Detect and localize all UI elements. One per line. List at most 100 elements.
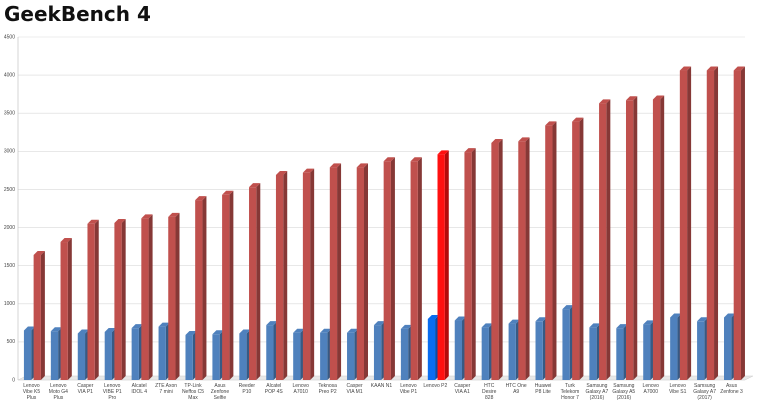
y-tick-label: 1500 bbox=[4, 263, 15, 269]
bar bbox=[168, 216, 176, 380]
bar bbox=[33, 254, 41, 380]
x-tick-label: Lenovo Vibe S1 bbox=[668, 383, 687, 395]
bar bbox=[464, 152, 472, 380]
bar bbox=[302, 172, 311, 380]
bar-side bbox=[229, 190, 234, 380]
y-tick-label: 0 bbox=[12, 377, 15, 383]
bar bbox=[383, 161, 391, 380]
bar-side bbox=[67, 238, 72, 380]
x-tick-label: Casper VIA P1 bbox=[77, 383, 94, 395]
bar-top bbox=[23, 326, 36, 331]
x-tick-label: Reeder P10 bbox=[238, 383, 256, 395]
bar bbox=[329, 167, 338, 380]
bar-top bbox=[697, 317, 709, 322]
bar-top bbox=[195, 196, 207, 201]
bar-side bbox=[687, 66, 692, 380]
bar-top bbox=[670, 313, 682, 318]
bar bbox=[616, 328, 624, 380]
bar-top bbox=[491, 138, 503, 143]
bar-top bbox=[535, 317, 547, 322]
bar bbox=[239, 333, 247, 380]
bar-top bbox=[168, 212, 180, 217]
bar-side bbox=[40, 250, 45, 380]
bar bbox=[733, 70, 741, 380]
bar-top bbox=[572, 117, 584, 122]
bar-side bbox=[417, 157, 422, 380]
bar bbox=[427, 319, 436, 380]
bar-top bbox=[733, 66, 745, 71]
x-tick-label: Lenovo Vibe P1 bbox=[399, 383, 418, 395]
bar-top bbox=[400, 324, 413, 329]
bar-side bbox=[714, 66, 719, 380]
bar bbox=[158, 326, 166, 380]
bar-side bbox=[525, 137, 530, 380]
bar bbox=[222, 194, 230, 380]
x-tick-label: Lenovo VIBE P1 Pro bbox=[102, 383, 122, 401]
bar-top bbox=[50, 327, 63, 332]
bar-top bbox=[706, 66, 719, 71]
bar bbox=[60, 242, 68, 380]
bar-top bbox=[60, 238, 72, 243]
bar bbox=[266, 325, 274, 380]
x-tick-label: Turk Telekom Honor 7 bbox=[560, 383, 580, 401]
y-tick-label: 4000 bbox=[4, 72, 15, 78]
y-tick-label: 3500 bbox=[4, 111, 15, 117]
bar-top bbox=[356, 163, 368, 168]
bar-top bbox=[77, 329, 90, 334]
bar bbox=[50, 331, 59, 380]
bar-top bbox=[141, 214, 153, 219]
bar-side bbox=[633, 96, 638, 381]
bar-top bbox=[625, 96, 638, 101]
x-tick-label: Samsung Galaxy A7 (2016) bbox=[585, 383, 609, 401]
bar-top bbox=[616, 324, 628, 329]
bar bbox=[141, 218, 149, 380]
chart-title: GeekBench 4 bbox=[4, 2, 151, 26]
bar-top bbox=[293, 328, 305, 333]
bar bbox=[481, 327, 489, 380]
bar-top bbox=[643, 320, 655, 325]
bar-top bbox=[427, 315, 440, 320]
bar-side bbox=[337, 163, 342, 380]
x-tick-label: Lenovo P2 bbox=[423, 383, 448, 389]
bar bbox=[545, 125, 553, 380]
bar-side bbox=[390, 157, 395, 380]
bar bbox=[77, 333, 86, 380]
x-tick-label: Samsung Galaxy A5 (2016) bbox=[612, 383, 636, 401]
bar bbox=[625, 100, 634, 381]
bar-top bbox=[562, 305, 574, 310]
bar bbox=[508, 323, 516, 380]
y-tick-label: 2500 bbox=[4, 187, 15, 193]
bar-top bbox=[518, 137, 530, 142]
bar bbox=[706, 70, 715, 380]
bar-top bbox=[185, 331, 197, 336]
bar-top bbox=[114, 218, 126, 223]
x-tick-label: Lenovo A7000 bbox=[642, 383, 659, 395]
bar bbox=[185, 335, 193, 380]
bar-top bbox=[249, 183, 261, 188]
bar bbox=[293, 332, 301, 380]
bar bbox=[491, 142, 499, 380]
x-tick-label: Teknosa Preo P2 bbox=[318, 383, 337, 395]
bar bbox=[572, 121, 580, 381]
bar-side bbox=[283, 170, 288, 380]
bar bbox=[670, 317, 678, 380]
bar-top bbox=[652, 95, 665, 100]
bar-side bbox=[363, 163, 368, 380]
bar-top bbox=[383, 157, 395, 162]
bar-side bbox=[498, 138, 503, 380]
bar bbox=[87, 223, 95, 380]
bar-top bbox=[545, 121, 557, 126]
bar-top bbox=[239, 329, 251, 334]
bar bbox=[347, 332, 355, 380]
bar-top bbox=[410, 157, 422, 162]
x-tick-label: Alcatel IDOL 4 bbox=[131, 383, 147, 395]
bar-top bbox=[329, 163, 342, 168]
bar bbox=[320, 332, 328, 380]
bar-top bbox=[104, 327, 116, 332]
bar bbox=[723, 317, 732, 380]
bar bbox=[131, 328, 139, 380]
bar-side bbox=[256, 183, 261, 380]
bar bbox=[356, 167, 364, 380]
y-tick-label: 500 bbox=[7, 339, 16, 345]
